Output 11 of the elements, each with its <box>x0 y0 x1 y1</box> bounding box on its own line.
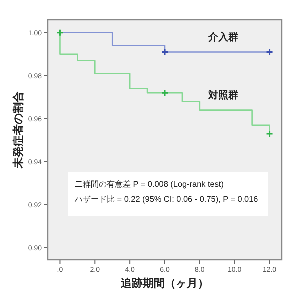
point <box>266 130 274 138</box>
series-label: 対照群 <box>208 89 238 102</box>
point <box>56 29 64 37</box>
y-axis-title: 未発症者の割合 <box>12 90 25 170</box>
point <box>266 48 274 56</box>
point <box>161 89 169 97</box>
annotation: ハザード比 = 0.22 (95% CI: 0.06 - 0.75), P = 0.016 <box>74 195 259 204</box>
point <box>161 48 169 56</box>
x-axis-title: 追跡期間（ヶ月） <box>120 277 209 290</box>
annotation: 二群間の有意差 P = 0.008 (Log-rank test) <box>75 180 224 189</box>
series-label: 介入群 <box>208 31 238 44</box>
